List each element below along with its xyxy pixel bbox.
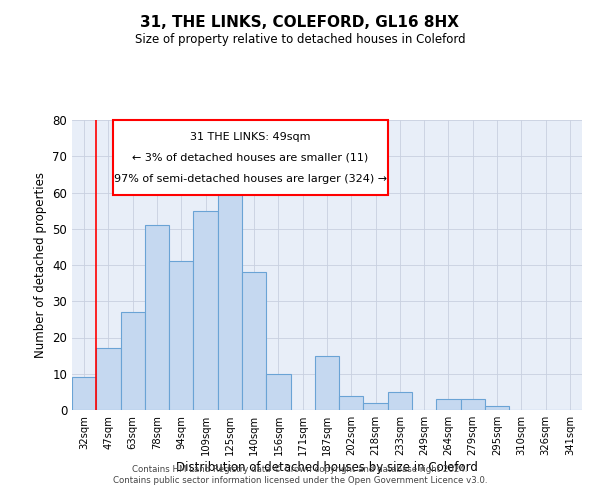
Bar xyxy=(388,392,412,410)
Text: Contains public sector information licensed under the Open Government Licence v3: Contains public sector information licen… xyxy=(113,476,487,485)
Text: 31, THE LINKS, COLEFORD, GL16 8HX: 31, THE LINKS, COLEFORD, GL16 8HX xyxy=(140,15,460,30)
Bar xyxy=(145,225,169,410)
Bar xyxy=(436,399,461,410)
Bar xyxy=(242,272,266,410)
Text: Size of property relative to detached houses in Coleford: Size of property relative to detached ho… xyxy=(134,32,466,46)
Bar xyxy=(169,262,193,410)
Bar xyxy=(72,378,96,410)
X-axis label: Distribution of detached houses by size in Coleford: Distribution of detached houses by size … xyxy=(176,461,478,474)
Text: Contains HM Land Registry data © Crown copyright and database right 2024.: Contains HM Land Registry data © Crown c… xyxy=(132,465,468,474)
Text: 97% of semi-detached houses are larger (324) →: 97% of semi-detached houses are larger (… xyxy=(114,174,387,184)
Bar xyxy=(193,210,218,410)
Bar xyxy=(315,356,339,410)
Text: 31 THE LINKS: 49sqm: 31 THE LINKS: 49sqm xyxy=(190,132,311,141)
Bar xyxy=(485,406,509,410)
Y-axis label: Number of detached properties: Number of detached properties xyxy=(34,172,47,358)
Bar xyxy=(218,192,242,410)
Text: ← 3% of detached houses are smaller (11): ← 3% of detached houses are smaller (11) xyxy=(133,152,368,162)
Bar xyxy=(461,399,485,410)
Bar xyxy=(364,403,388,410)
Bar xyxy=(121,312,145,410)
Bar xyxy=(339,396,364,410)
Bar xyxy=(266,374,290,410)
Bar xyxy=(96,348,121,410)
